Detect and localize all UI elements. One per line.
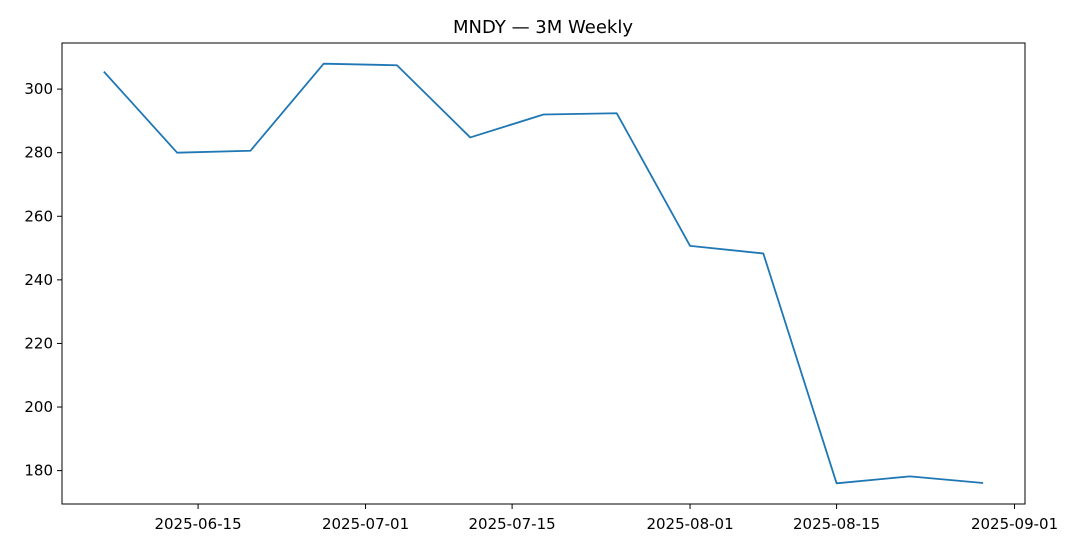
y-tick-label: 180 (24, 462, 53, 480)
x-tick-label: 2025-09-01 (971, 515, 1058, 533)
y-tick-label: 220 (24, 334, 53, 352)
plot-frame (61, 42, 1026, 505)
x-tick-label: 2025-08-01 (646, 515, 733, 533)
y-tick-label: 200 (24, 398, 53, 416)
y-tick-label: 240 (24, 271, 53, 289)
x-tick-label: 2025-07-15 (469, 515, 556, 533)
chart-title: MNDY — 3M Weekly (453, 17, 633, 38)
y-tick-label: 300 (24, 80, 53, 98)
y-tick-label: 280 (24, 144, 53, 162)
x-tick-label: 2025-06-15 (154, 515, 241, 533)
plot-area: 2025-06-15 2025-07-01 2025-07-15 2025-08-01… (24, 42, 1058, 533)
series-line-0 (103, 62, 984, 485)
y-tick-label: 260 (24, 207, 53, 225)
x-tick-label: 2025-07-01 (322, 515, 409, 533)
x-tick-label: 2025-08-15 (793, 515, 880, 533)
